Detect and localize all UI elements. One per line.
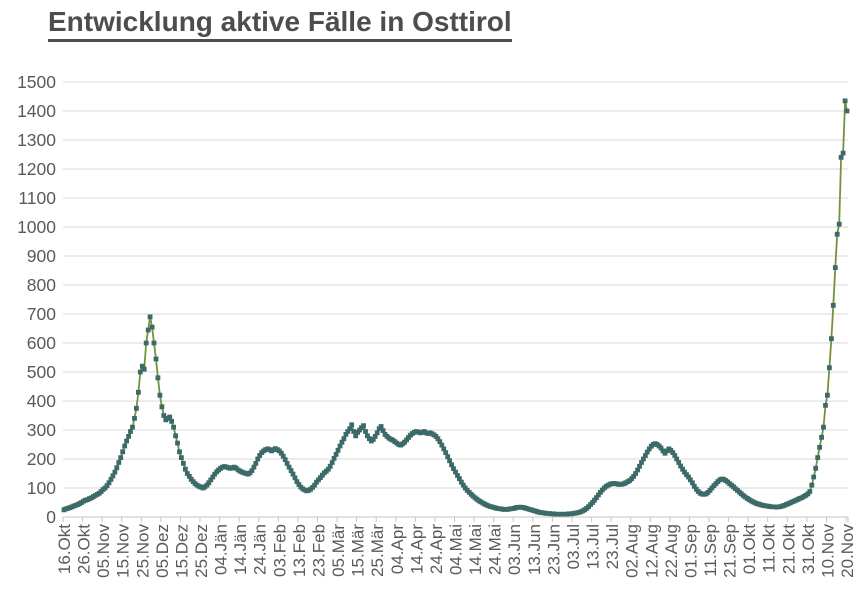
svg-text:24.Jän: 24.Jän [251,524,270,575]
svg-text:13.Feb: 13.Feb [290,524,309,577]
svg-text:200: 200 [27,449,56,469]
svg-text:04.Jän: 04.Jän [212,524,231,575]
svg-text:20.Nov: 20.Nov [838,524,857,578]
svg-text:24.Mai: 24.Mai [486,524,505,575]
svg-text:700: 700 [27,304,56,324]
svg-text:14.Mai: 14.Mai [466,524,485,575]
svg-text:03.Jun: 03.Jun [505,524,524,575]
svg-text:22.Aug: 22.Aug [662,524,681,578]
svg-text:1000: 1000 [17,217,56,237]
svg-text:15.Dez: 15.Dez [172,524,191,578]
gridlines [63,81,848,489]
svg-text:14.Jän: 14.Jän [231,524,250,575]
svg-text:05.Mär: 05.Mär [329,524,348,577]
y-axis-labels: 0 100 200 300 400 500 600 700 800 900 1000 1100 1200… [17,72,56,527]
svg-text:1300: 1300 [17,130,56,150]
x-axis [62,516,849,522]
svg-text:24.Apr: 24.Apr [427,524,446,574]
svg-text:05.Dez: 05.Dez [153,524,172,578]
svg-text:02.Aug: 02.Aug [623,524,642,578]
svg-text:21.Sep: 21.Sep [721,524,740,578]
svg-text:600: 600 [27,333,56,353]
x-axis-labels: 16.Okt 26.Okt 05.Nov 15.Nov 25.Nov 05.Dez 15.D… [55,524,857,578]
svg-text:23.Feb: 23.Feb [310,524,329,577]
svg-text:21.Okt: 21.Okt [779,524,798,574]
svg-text:1100: 1100 [18,188,56,208]
svg-text:12.Aug: 12.Aug [642,524,661,578]
svg-text:14.Apr: 14.Apr [407,524,426,574]
svg-text:23.Jun: 23.Jun [544,524,563,575]
svg-text:13.Jun: 13.Jun [525,524,544,575]
svg-text:01.Sep: 01.Sep [681,524,700,578]
svg-text:500: 500 [27,362,56,382]
svg-text:10.Nov: 10.Nov [818,524,837,578]
svg-text:23.Jul: 23.Jul [603,524,622,569]
svg-text:1500: 1500 [17,72,56,92]
svg-text:800: 800 [27,275,56,295]
chart-title: Entwicklung aktive Fälle in Osttirol [48,6,512,42]
svg-text:11.Okt: 11.Okt [760,524,779,573]
svg-text:26.Okt: 26.Okt [75,524,94,574]
svg-text:11.Sep: 11.Sep [701,524,720,577]
svg-text:300: 300 [27,420,56,440]
chart-title-text: Entwicklung aktive Fälle in Osttirol [48,6,512,42]
svg-text:1400: 1400 [17,101,56,121]
svg-text:03.Jul: 03.Jul [564,524,583,569]
svg-text:25.Nov: 25.Nov [133,524,152,578]
svg-text:400: 400 [27,391,56,411]
svg-text:100: 100 [27,478,56,498]
svg-text:03.Feb: 03.Feb [270,524,289,577]
svg-text:1200: 1200 [17,159,56,179]
svg-text:13.Jul: 13.Jul [584,524,603,569]
svg-text:0: 0 [46,507,56,527]
svg-text:25.Dez: 25.Dez [192,524,211,578]
svg-text:01.Okt: 01.Okt [740,524,759,574]
svg-text:900: 900 [27,246,56,266]
svg-text:31.Okt: 31.Okt [799,524,818,574]
svg-text:04.Mai: 04.Mai [447,524,466,575]
svg-text:15.Mär: 15.Mär [349,524,368,577]
svg-text:05.Nov: 05.Nov [94,524,113,578]
svg-text:25.Mär: 25.Mär [368,524,387,577]
svg-text:16.Okt: 16.Okt [55,524,74,574]
svg-text:04.Apr: 04.Apr [388,524,407,574]
data-series-markers [61,98,850,517]
svg-text:15.Nov: 15.Nov [114,524,133,578]
